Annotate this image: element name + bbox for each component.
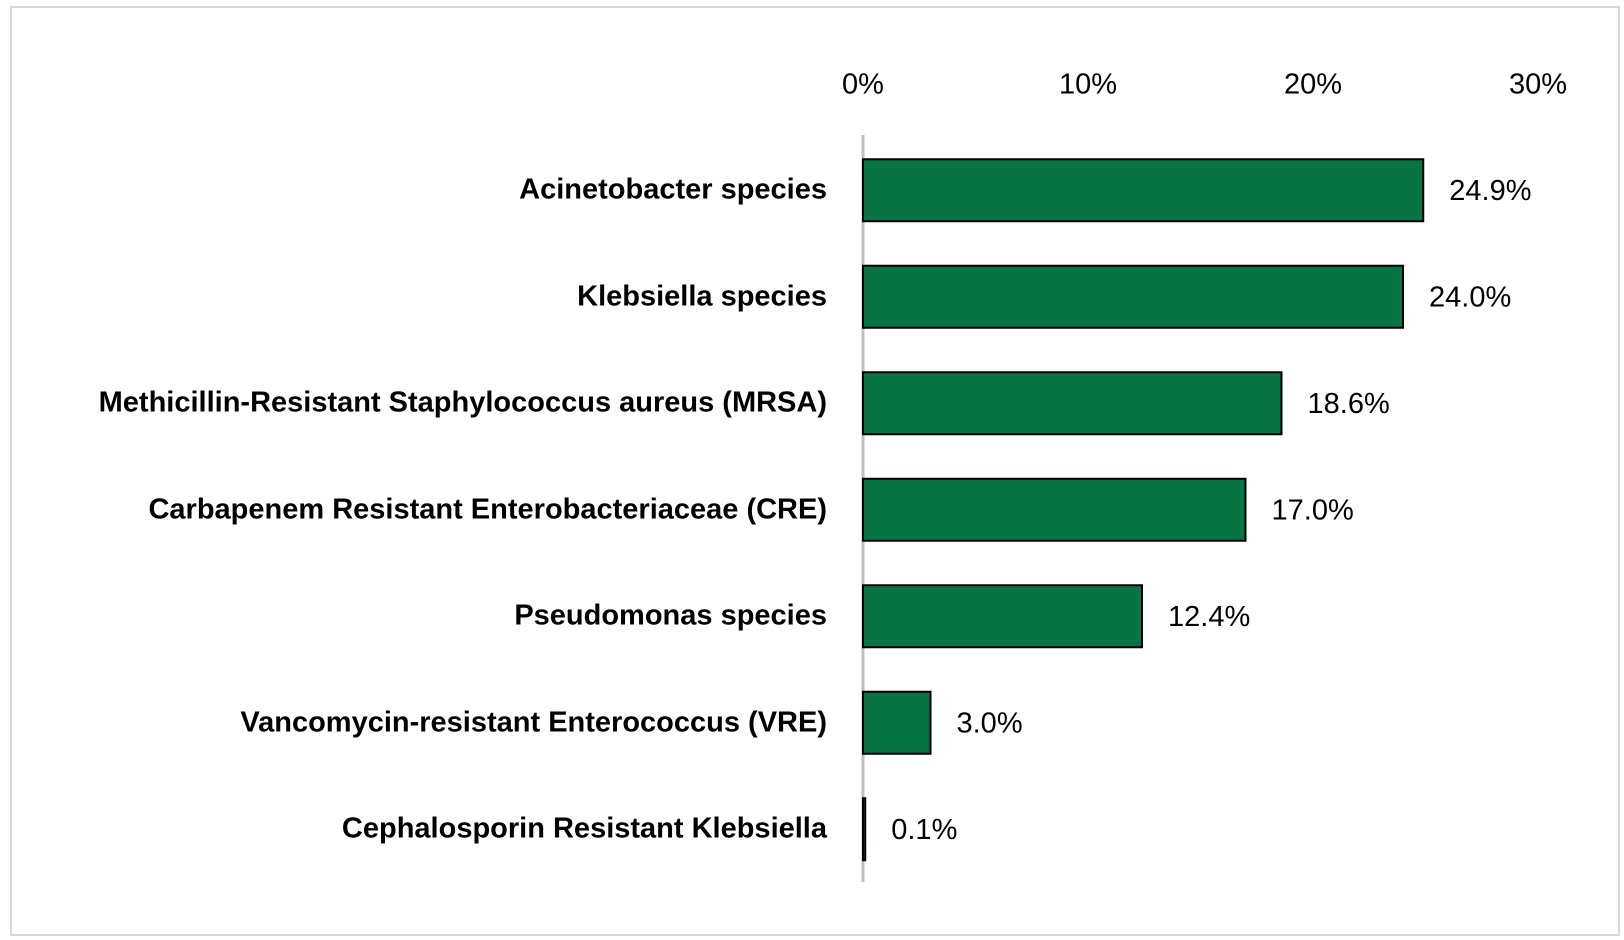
x-tick-label: 10% — [1059, 69, 1117, 101]
category-label: Klebsiella species — [577, 280, 827, 313]
category-label: Acinetobacter species — [519, 173, 827, 206]
value-label: 17.0% — [1272, 494, 1354, 526]
category-label: Methicillin-Resistant Staphylococcus aur… — [98, 386, 827, 419]
bar — [862, 264, 1404, 329]
bar — [862, 158, 1425, 223]
value-label: 24.0% — [1429, 281, 1511, 313]
category-label: Carbapenem Resistant Enterobacteriaceae … — [148, 493, 827, 526]
value-label: 18.6% — [1308, 388, 1390, 420]
value-label: 0.1% — [891, 814, 957, 846]
value-label: 24.9% — [1449, 175, 1531, 207]
bar — [862, 797, 867, 862]
bar — [862, 477, 1247, 542]
x-tick-label: 20% — [1284, 69, 1342, 101]
value-label: 3.0% — [957, 707, 1023, 739]
chart-frame — [10, 6, 1620, 936]
bar — [862, 371, 1283, 436]
bar — [862, 584, 1143, 649]
bar — [862, 690, 932, 755]
x-tick-label: 0% — [842, 69, 884, 101]
category-label: Vancomycin-resistant Enterococcus (VRE) — [240, 706, 827, 739]
category-label: Cephalosporin Resistant Klebsiella — [341, 812, 827, 845]
value-label: 12.4% — [1168, 601, 1250, 633]
category-label: Pseudomonas species — [514, 599, 827, 632]
x-tick-label: 30% — [1509, 69, 1567, 101]
